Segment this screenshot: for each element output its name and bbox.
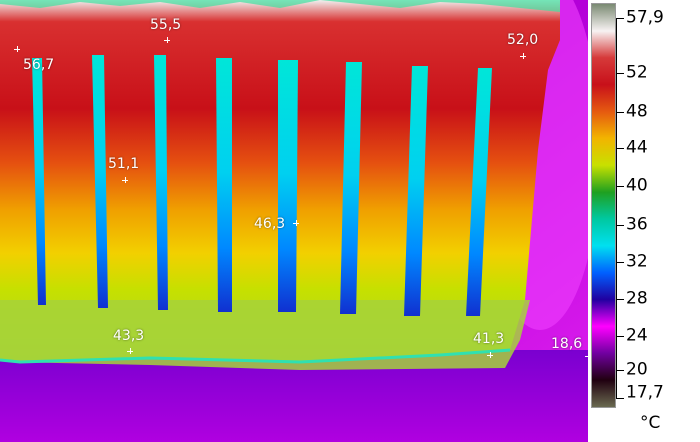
tick-label: 24 (626, 325, 648, 346)
tick-mark (616, 336, 624, 337)
tick-mark-min (616, 398, 624, 399)
tick-label: 44 (626, 137, 648, 158)
spot-marker-7 (487, 352, 493, 358)
tick-mark-max (616, 18, 624, 19)
spot-marker-8 (585, 353, 588, 359)
tick-label: 36 (626, 214, 648, 235)
spot-marker-1 (164, 37, 170, 43)
scale-max-label: 57,9 (626, 7, 664, 28)
spot-marker-5 (293, 220, 299, 226)
spot-label-2: 56,7 (23, 57, 55, 73)
spot-marker-3 (520, 53, 526, 59)
tick-label: 40 (626, 175, 648, 196)
tick-mark (616, 299, 624, 300)
tick-label: 20 (626, 359, 648, 380)
thermal-radiator-image (0, 0, 588, 442)
spot-label-6: 43,3 (113, 328, 145, 344)
temperature-unit: °C (640, 413, 661, 433)
spot-label-8: 18,6 (551, 336, 583, 352)
scale-bracket-line (616, 18, 617, 398)
tick-mark (616, 112, 624, 113)
tick-label: 32 (626, 251, 648, 272)
tick-mark (616, 186, 624, 187)
spot-label-3: 52,0 (507, 32, 539, 48)
spot-label-7: 41,3 (473, 331, 505, 347)
spot-marker-2 (14, 46, 20, 52)
spot-marker-6 (127, 348, 133, 354)
tick-mark (616, 262, 624, 263)
scale-min-label: 17,7 (626, 382, 664, 403)
tick-mark (616, 73, 624, 74)
tick-mark (616, 370, 624, 371)
temperature-color-scale (591, 3, 616, 408)
thermal-image: 55,5 56,7 52,0 51,1 46,3 43,3 41,3 18,6 (0, 0, 588, 442)
tick-label: 52 (626, 62, 648, 83)
tick-mark (616, 148, 624, 149)
tick-label: 48 (626, 101, 648, 122)
tick-label: 28 (626, 288, 648, 309)
spot-label-5: 46,3 (254, 216, 286, 232)
scale-ticks: 57,9 52 48 44 40 36 32 28 24 20 17,7 (616, 0, 700, 442)
spot-marker-4 (122, 177, 128, 183)
spot-label-4: 51,1 (108, 156, 140, 172)
tick-mark (616, 225, 624, 226)
spot-label-1: 55,5 (150, 17, 182, 33)
